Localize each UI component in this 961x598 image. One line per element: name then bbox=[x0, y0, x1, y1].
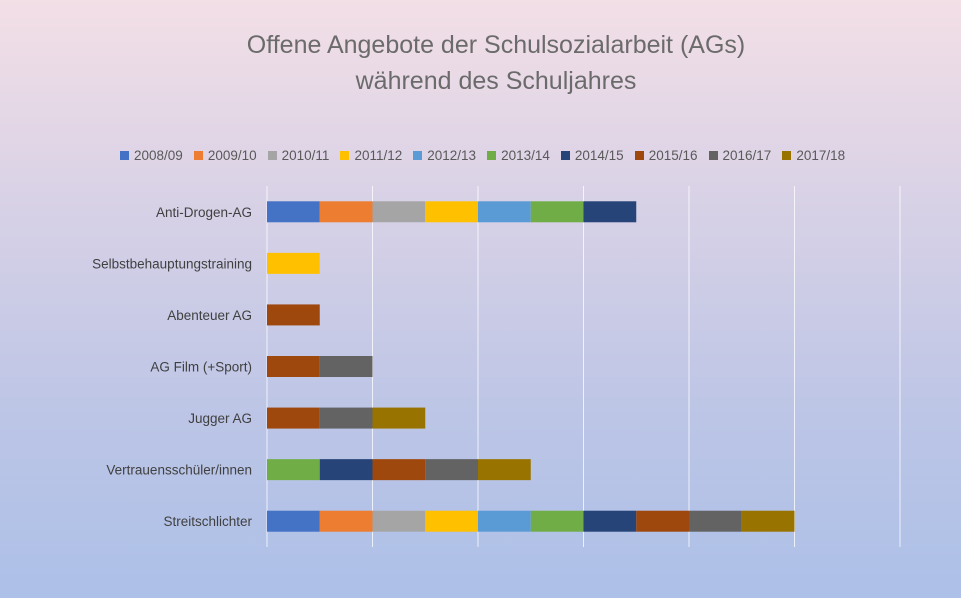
legend-label: 2011/12 bbox=[354, 148, 403, 163]
category-label: Vertrauensschüler/innen bbox=[106, 463, 252, 478]
category-label: Abenteuer AG bbox=[167, 308, 252, 323]
bar-segment bbox=[267, 252, 320, 274]
bar-segment bbox=[319, 459, 373, 481]
bar-segment bbox=[425, 201, 478, 223]
legend-item: 2010/11 bbox=[267, 148, 330, 163]
bar-segment bbox=[319, 201, 373, 223]
legend: 2008/09 2009/10 2010/11 2011/12 2012/13 2013/… bbox=[120, 148, 920, 163]
legend-swatch bbox=[782, 151, 792, 160]
chart-title-line-1: Offene Angebote der Schulsozialarbeit (A… bbox=[246, 31, 746, 59]
bar-segment bbox=[319, 356, 373, 377]
legend-item: 2013/14 bbox=[487, 148, 550, 163]
bar-segment bbox=[372, 201, 426, 223]
bar-segment bbox=[267, 459, 320, 481]
bar-segment bbox=[267, 510, 320, 532]
bar-segment bbox=[372, 510, 426, 532]
bar-segment bbox=[372, 407, 426, 429]
bar-segment bbox=[319, 510, 373, 532]
category-label: Jugger AG bbox=[188, 411, 252, 426]
bar-segment bbox=[689, 510, 742, 532]
bar-segment bbox=[478, 201, 531, 223]
category-label: AG Film (+Sport) bbox=[150, 360, 252, 375]
category-label: Streitschlichter bbox=[163, 514, 252, 529]
legend-swatch bbox=[708, 151, 718, 160]
category-label: Anti-Drogen-AG bbox=[156, 205, 252, 220]
legend-item: 2016/17 bbox=[708, 148, 772, 163]
bar-segment bbox=[478, 459, 531, 481]
legend-item: 2008/09 bbox=[120, 148, 183, 163]
legend-item: 2015/16 bbox=[634, 148, 698, 163]
bar-segment bbox=[636, 510, 689, 532]
bar-segment bbox=[425, 459, 478, 481]
legend-swatch bbox=[487, 151, 497, 160]
legend-label: 2009/10 bbox=[207, 148, 257, 163]
bar-segment bbox=[741, 510, 795, 532]
bar-segment bbox=[267, 356, 320, 377]
bar-segment bbox=[267, 407, 320, 429]
bar-segment bbox=[372, 459, 426, 481]
legend-label: 2008/09 bbox=[134, 148, 183, 163]
bar-segment bbox=[425, 510, 478, 532]
legend-swatch bbox=[267, 151, 277, 160]
legend-item: 2014/15 bbox=[560, 148, 624, 163]
legend-label: 2012/13 bbox=[427, 148, 477, 163]
legend-swatch bbox=[634, 151, 644, 160]
bar-segment bbox=[267, 304, 320, 326]
legend-swatch bbox=[120, 151, 129, 160]
chart-title-line-2: während des Schuljahres bbox=[355, 67, 637, 95]
bar-segment bbox=[478, 510, 531, 532]
legend-swatch bbox=[193, 151, 203, 160]
legend-item: 2017/18 bbox=[782, 148, 845, 163]
bar-segment bbox=[319, 407, 373, 429]
legend-label: 2014/15 bbox=[574, 148, 624, 163]
legend-label: 2015/16 bbox=[648, 148, 698, 163]
bar-segment bbox=[267, 201, 320, 223]
legend-swatch bbox=[340, 151, 350, 160]
legend-label: 2017/18 bbox=[796, 148, 846, 163]
legend-swatch bbox=[560, 151, 570, 160]
legend-item: 2011/12 bbox=[340, 148, 402, 163]
legend-label: 2013/14 bbox=[501, 148, 550, 163]
bar-segment bbox=[583, 201, 637, 223]
bar-segment bbox=[583, 510, 637, 532]
legend-label: 2010/11 bbox=[281, 148, 330, 163]
legend-item: 2012/13 bbox=[413, 148, 476, 163]
bar-segment bbox=[530, 201, 584, 223]
legend-item: 2009/10 bbox=[193, 148, 257, 163]
category-label: Selbstbehauptungstraining bbox=[92, 256, 252, 271]
legend-label: 2016/17 bbox=[722, 148, 772, 163]
bar-segment bbox=[530, 510, 584, 532]
legend-swatch bbox=[413, 151, 423, 160]
